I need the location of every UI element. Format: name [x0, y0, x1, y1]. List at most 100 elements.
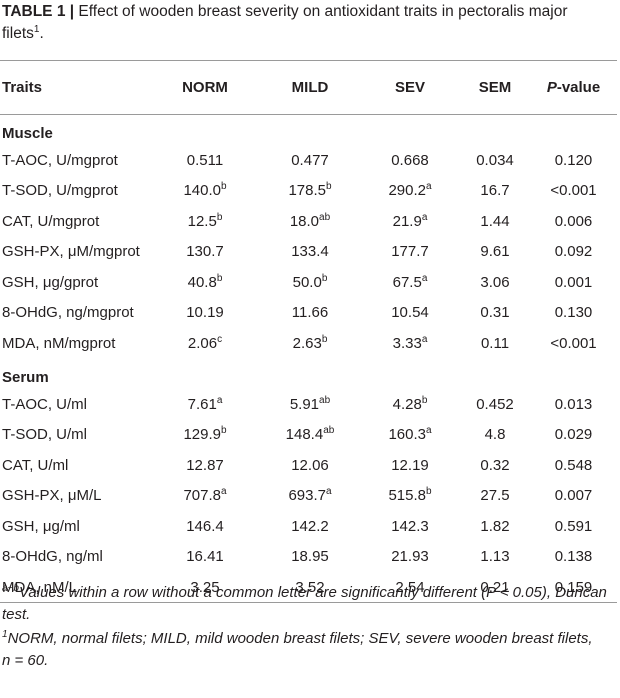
sev-significance-letter: a: [421, 211, 428, 223]
mild-cell: 148.4ab: [260, 420, 360, 451]
footnote-sample-size: n = 60.: [2, 652, 49, 669]
mild-value: 18.95: [291, 548, 329, 566]
norm-cell: 2.06c: [150, 328, 260, 359]
p-value-cell: 0.591: [554, 517, 593, 535]
table-row: T-SOD, U/mgprot 140.0b 178.5b 290.2a 16.7 <0.…: [0, 176, 617, 207]
norm-value: 3.25: [190, 578, 220, 596]
header-mild: MILD: [260, 60, 360, 115]
table-row: MDA, nM/mgprot 2.06c 2.63b 3.33a 0.11 <0.001: [0, 328, 617, 359]
table-row: CAT, U/mgprot 12.5b 18.0ab 21.9a 1.44 0.006: [0, 206, 617, 237]
footnote-abbreviations-mark: 1: [2, 629, 8, 640]
table-body: Muscle T-AOC, U/mgprot 0.511 0.477 0.668 0.03…: [0, 115, 617, 603]
table-row: 8-OHdG, ng/mgprot 10.19 11.66 10.54 0.31 0.13…: [0, 298, 617, 329]
norm-cell: 40.8b: [150, 267, 260, 298]
p-value-cell: <0.001: [550, 182, 597, 200]
mild-cell: 142.2: [260, 511, 360, 542]
table-row: T-SOD, U/ml 129.9b 148.4ab 160.3a 4.8 0.029: [0, 420, 617, 451]
mild-value: 50.0: [292, 273, 322, 291]
mild-value: 5.91: [289, 395, 320, 413]
mild-cell: 50.0b: [260, 267, 360, 298]
caption-end: .: [39, 25, 44, 42]
trait-cell: T-SOD, U/ml: [2, 426, 87, 444]
p-value-cell: 0.548: [554, 456, 593, 474]
norm-cell: 129.9b: [150, 420, 260, 451]
norm-cell: 12.87: [150, 450, 260, 481]
sev-significance-letter: b: [421, 394, 428, 406]
norm-value: 2.06: [187, 334, 218, 352]
p-value-cell: 0.007: [554, 487, 593, 505]
norm-value: 16.41: [186, 548, 224, 566]
footnote-significance-mark: a−b: [2, 583, 19, 594]
sev-value: 160.3: [388, 426, 426, 444]
sev-significance-letter: b: [425, 486, 432, 498]
norm-cell: 146.4: [150, 511, 260, 542]
sem-cell: 16.7: [480, 182, 510, 200]
norm-value: 7.61: [187, 395, 217, 413]
header-traits: Traits: [0, 60, 150, 115]
norm-value: 129.9: [183, 426, 221, 444]
trait-cell: T-AOC, U/mgprot: [2, 151, 118, 169]
mild-value: 142.2: [291, 517, 329, 535]
caption-text: Effect of wooden breast severity on anti…: [2, 3, 568, 42]
mild-value: 148.4: [285, 426, 324, 444]
table-row: T-AOC, U/mgprot 0.511 0.477 0.668 0.034 0.120: [0, 145, 617, 176]
trait-cell: GSH-PX, μM/mgprot: [2, 243, 140, 261]
norm-cell: 16.41: [150, 542, 260, 573]
trait-cell: T-SOD, U/mgprot: [2, 182, 118, 200]
sev-significance-letter: a: [421, 333, 428, 345]
mild-cell: 693.7a: [260, 481, 360, 512]
mild-value: 133.4: [291, 243, 329, 261]
sem-cell: 4.8: [484, 426, 506, 444]
norm-cell: 10.19: [150, 298, 260, 329]
sev-cell: 12.19: [360, 450, 460, 481]
sev-cell: 2.54: [360, 572, 460, 603]
table-row: GSH-PX, μM/mgprot 130.7 133.4 177.7 9.61 0.09…: [0, 237, 617, 268]
sem-cell: 0.31: [480, 304, 510, 322]
sev-cell: 177.7: [360, 237, 460, 268]
norm-value: 0.511: [186, 151, 224, 169]
p-value-cell: 0.159: [530, 572, 617, 603]
mild-value: 12.06: [291, 456, 329, 474]
trait-cell: GSH-PX, μM/L: [2, 487, 102, 505]
trait-cell: MDA, nM/mgprot: [2, 334, 116, 352]
sev-cell: 10.54: [360, 298, 460, 329]
trait-cell: MDA, nM/L: [0, 572, 150, 603]
mild-significance-letter: ab: [319, 394, 331, 406]
trait-cell: GSH, μg/gprot: [2, 273, 99, 291]
mild-significance-letter: ab: [319, 211, 331, 223]
sem-cell: 0.034: [476, 151, 514, 169]
sem-cell: 0.21: [460, 572, 530, 603]
header-row: Traits NORM MILD SEV SEM P-value: [0, 60, 617, 115]
caption-footnote-mark: 1: [33, 24, 40, 35]
mild-cell: 133.4: [260, 237, 360, 268]
header-p-rest: -value: [556, 79, 601, 96]
footnote-significance: a−bValues within a row without a common …: [2, 582, 614, 626]
sev-cell: 3.33a: [360, 328, 460, 359]
mild-cell: 18.0ab: [260, 206, 360, 237]
table-caption: TABLE 1 | Effect of wooden breast severi…: [2, 1, 612, 45]
sev-value: 21.93: [391, 548, 429, 566]
sev-value: 177.7: [391, 243, 429, 261]
sev-value: 12.19: [391, 456, 429, 474]
mild-value: 2.63: [292, 334, 322, 352]
norm-value: 130.7: [186, 243, 224, 261]
norm-value: 12.87: [186, 456, 224, 474]
norm-value: 140.0: [183, 182, 221, 200]
mild-cell: 12.06: [260, 450, 360, 481]
table-row: 8-OHdG, ng/ml 16.41 18.95 21.93 1.13 0.138: [0, 542, 617, 573]
sev-value: 290.2: [388, 182, 426, 200]
sev-value: 4.28: [392, 395, 422, 413]
table-row: GSH-PX, μM/L 707.8a 693.7a 515.8b 27.5 0.007: [0, 481, 617, 512]
header-norm: NORM: [150, 60, 260, 115]
p-value-cell: 0.029: [554, 426, 593, 444]
sev-value: 21.9: [392, 212, 422, 230]
mild-significance-letter: ab: [323, 425, 335, 437]
section-title: Muscle: [2, 125, 53, 142]
table-label: TABLE 1 |: [2, 3, 75, 20]
mild-value: 18.0: [289, 212, 320, 230]
mild-significance-letter: b: [325, 181, 332, 193]
sev-cell: 4.28b: [360, 389, 460, 420]
sem-cell: 1.44: [480, 212, 510, 230]
sev-cell: 160.3a: [360, 420, 460, 451]
